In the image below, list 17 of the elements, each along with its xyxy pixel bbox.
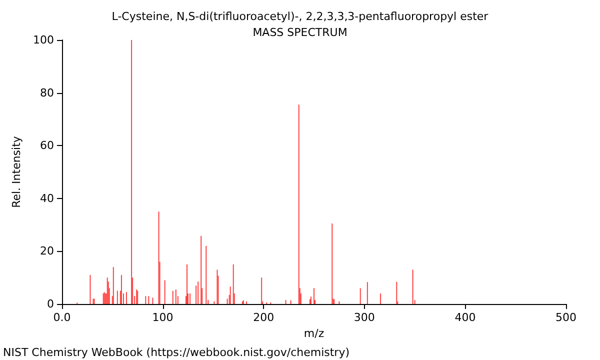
y-tick-label: 100 bbox=[33, 34, 54, 46]
chart-subtitle: MASS SPECTRUM bbox=[252, 26, 348, 39]
x-tick-label: 200 bbox=[253, 311, 274, 324]
x-axis-title: m/z bbox=[304, 326, 324, 340]
y-tick-label: 20 bbox=[40, 244, 54, 258]
text: NIST Chemistry WebBook (https://webbook.nist.gov/chemistry) bbox=[3, 346, 350, 359]
x-tick-label: 300 bbox=[354, 311, 375, 324]
y-tick-label: 60 bbox=[40, 139, 54, 152]
y-tick-label: 40 bbox=[40, 192, 54, 205]
y-tick-label: 80 bbox=[40, 86, 54, 100]
chart-title: L-Cysteine, N,S-di(trifluoroacetyl)-, 2,2,3,3,3-pentafluoropropyl ester bbox=[112, 10, 489, 23]
y-axis-title: Rel. Intensity bbox=[10, 136, 24, 208]
x-tick-label: 400 bbox=[454, 311, 476, 324]
x-tick-label: 0.0 bbox=[53, 311, 71, 324]
x-tick-label: 100 bbox=[152, 311, 174, 324]
x-tick-label: 500 bbox=[556, 311, 576, 324]
y-tick-label: 0 bbox=[47, 298, 54, 310]
